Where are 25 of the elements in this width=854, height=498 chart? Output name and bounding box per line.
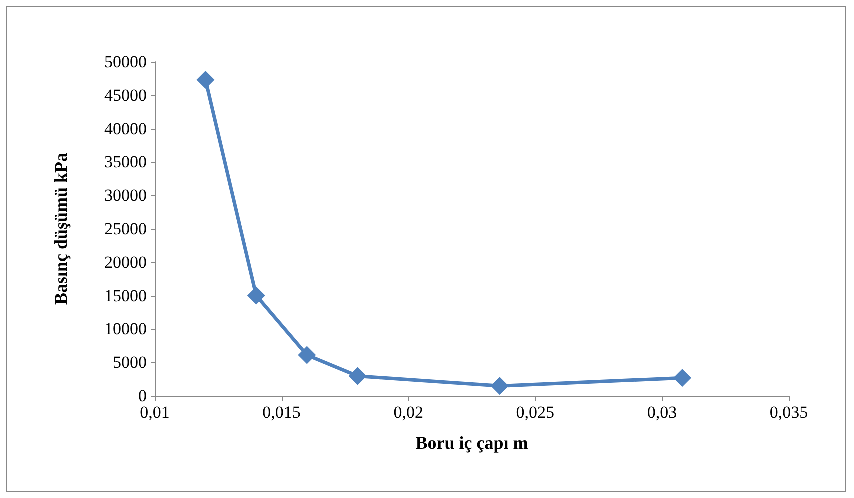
- y-tick-label: 25000: [104, 220, 147, 238]
- point: [348, 367, 367, 386]
- y-tick-label: 20000: [104, 252, 147, 272]
- y-tick-label: 45000: [104, 86, 147, 105]
- point: [298, 346, 316, 364]
- y-tick-label: 50000: [104, 52, 147, 72]
- y-tick-label: 5000: [113, 353, 147, 372]
- point: [247, 286, 266, 305]
- point: [673, 369, 692, 388]
- x-tick-label: 0,035: [770, 403, 808, 422]
- x-tick-label: 0,02: [394, 403, 424, 422]
- y-axis-title: Basınç düşümü kPa: [51, 152, 71, 306]
- x-tick-label: 0,015: [262, 403, 301, 422]
- x-tick-label: 0,025: [516, 403, 555, 422]
- y-tick-label: 40000: [104, 119, 147, 138]
- y-tick-label: 15000: [104, 286, 147, 306]
- point: [196, 71, 215, 90]
- x-tick-label: 0,03: [647, 403, 678, 422]
- y-tick-label: 30000: [104, 186, 147, 206]
- x-axis-title: Boru iç çapı m: [416, 433, 528, 453]
- y-tick-label: 10000: [104, 320, 147, 339]
- y-tick-label: 0: [138, 386, 147, 406]
- point: [490, 377, 509, 396]
- x-tick-label: 0,01: [140, 403, 170, 422]
- y-tick-label: 35000: [104, 152, 147, 172]
